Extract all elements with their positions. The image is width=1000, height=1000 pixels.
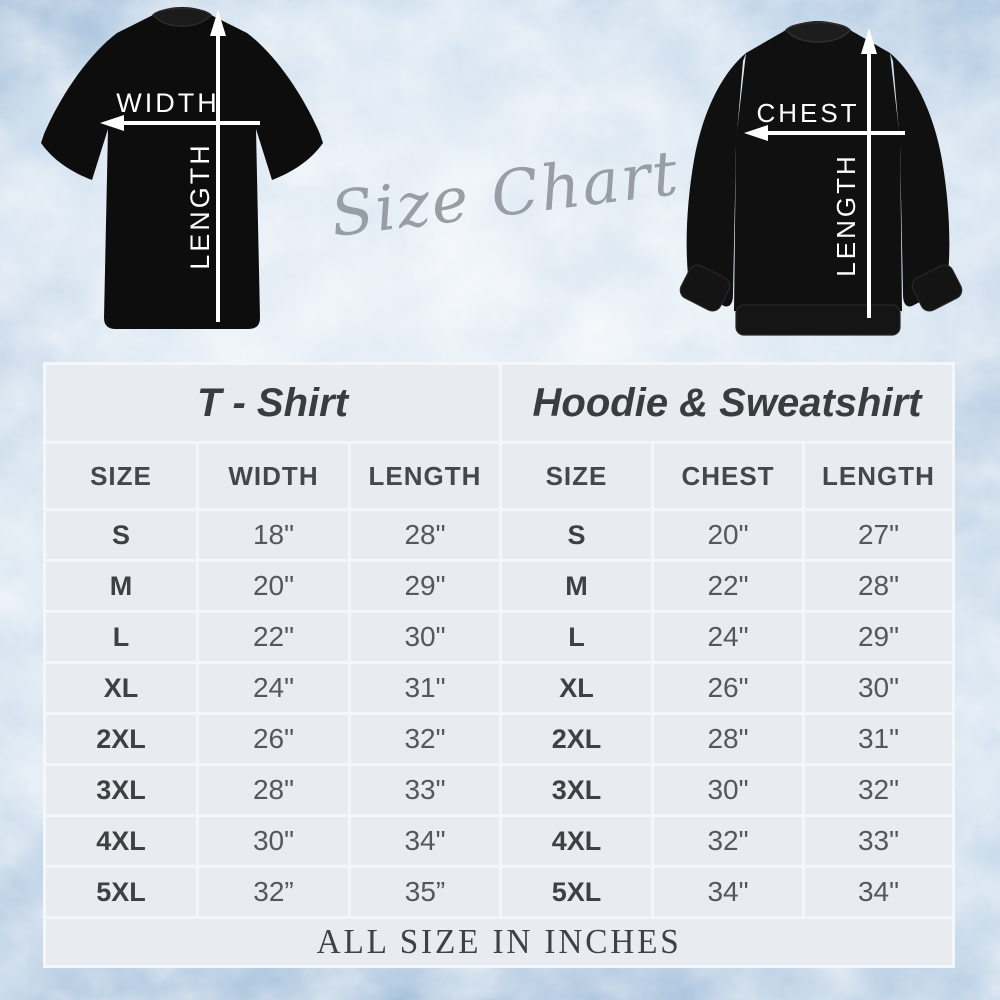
table-cell: 24" [654,613,802,661]
size-cell: 2XL [502,715,651,763]
table-cell: 18" [199,511,348,559]
table-cell: 30" [805,664,952,712]
table-cell: 20" [199,562,348,610]
sweatshirt-length-label: LENGTH [831,153,861,276]
length-arrow [861,28,877,318]
table-cell: 31" [805,715,952,763]
size-cell: XL [46,664,196,712]
size-cell: 5XL [502,868,651,916]
size-cell: 4XL [46,817,196,865]
hoodie-col-header-chest: CHEST [654,444,802,508]
tshirt-image: WIDTH LENGTH [41,7,323,329]
size-cell: M [502,562,651,610]
table-cell: 28" [654,715,802,763]
table-cell: 30" [351,613,499,661]
table-footer-note: ALL SIZE IN INCHES [46,919,952,965]
table-cell: 34" [351,817,499,865]
table-cell: 32” [199,868,348,916]
size-cell: L [46,613,196,661]
sweatshirt-left-sleeve [686,53,746,307]
table-cell: 32" [805,766,952,814]
table-cell: 26" [199,715,348,763]
table-cell: 22" [654,562,802,610]
size-cell: S [46,511,196,559]
table-cell: 28" [199,766,348,814]
table-cell: 28" [805,562,952,610]
size-cell: XL [502,664,651,712]
sweatshirt-chest-label: CHEST [756,98,859,128]
size-cell: 2XL [46,715,196,763]
table-cell: 31" [351,664,499,712]
table-cell: 34" [654,868,802,916]
size-cell: 3XL [46,766,196,814]
tshirt-col-header-length: LENGTH [351,444,499,508]
size-cell: 5XL [46,868,196,916]
table-cell: 30" [199,817,348,865]
sweatshirt-image: CHEST LENGTH [679,21,963,336]
table-cell: 28" [351,511,499,559]
size-cell: L [502,613,651,661]
tshirt-col-header-width: WIDTH [199,444,348,508]
size-cell: M [46,562,196,610]
length-arrow [210,10,226,322]
table-cell: 27" [805,511,952,559]
table-cell: 20" [654,511,802,559]
table-cell: 29" [805,613,952,661]
table-cell: 24" [199,664,348,712]
table-cell: 22" [199,613,348,661]
table-cell: 32" [351,715,499,763]
table-cell: 29" [351,562,499,610]
tshirt-section-title: T - Shirt [46,365,499,441]
table-cell: 32" [654,817,802,865]
tshirt-width-label: WIDTH [116,88,219,118]
table-cell: 33" [805,817,952,865]
hoodie-col-header-length: LENGTH [805,444,952,508]
sweatshirt-body [734,21,902,311]
sweatshirt-waistband [735,304,901,336]
hoodie-section-title: Hoodie & Sweatshirt [502,365,952,441]
table-cell: 26" [654,664,802,712]
tshirt-collar [151,7,213,27]
tshirt-length-label: LENGTH [185,142,215,270]
width-arrow [100,115,260,131]
table-cell: 33" [351,766,499,814]
size-cell: 4XL [502,817,651,865]
size-chart-table: T - Shirt Hoodie & Sweatshirt SIZE WIDTH… [43,362,955,968]
size-cell: 3XL [502,766,651,814]
table-cell: 34" [805,868,952,916]
size-cell: S [502,511,651,559]
chest-arrow [744,125,905,141]
table-cell: 35” [351,868,499,916]
tshirt-col-header-size: SIZE [46,444,196,508]
footer-text: ALL SIZE IN INCHES [316,922,682,961]
hoodie-col-header-size: SIZE [502,444,651,508]
sweatshirt-right-cuff [911,264,963,312]
table-cell: 30" [654,766,802,814]
sweatshirt-right-sleeve [890,53,950,307]
sweatshirt-left-cuff [679,264,731,312]
sweatshirt-collar [785,21,851,43]
tshirt-silhouette [41,7,323,329]
